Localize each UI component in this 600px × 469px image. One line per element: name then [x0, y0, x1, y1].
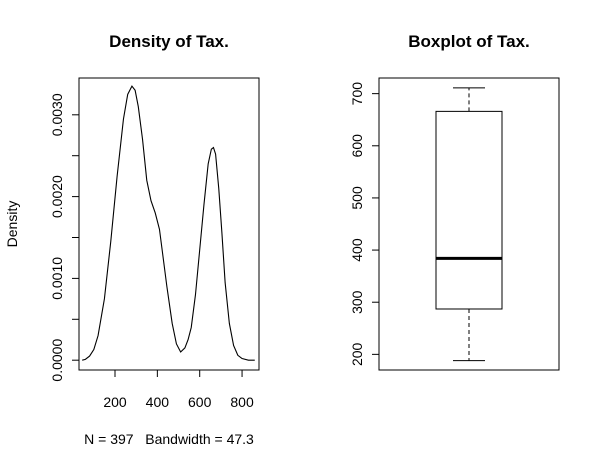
density-y-tick-label: 0.0020 — [49, 175, 65, 218]
density-x-tick-label: 800 — [230, 394, 254, 410]
interquartile-box — [435, 110, 503, 310]
density-x-tick-label: 200 — [103, 394, 127, 410]
boxplot-y-tick-label: 300 — [349, 290, 365, 314]
density-panel: Density of Tax. 200 400 600 800 0.0000 0.001… — [4, 32, 260, 447]
density-x-tick-label: 600 — [188, 394, 212, 410]
density-y-tick-label: 0.0030 — [49, 93, 65, 136]
boxplot-y-tick-label: 200 — [349, 342, 365, 366]
boxplot-panel: Boxplot of Tax. 200 300 400 500 600 700 — [349, 32, 560, 371]
density-curve — [82, 85, 255, 361]
boxplot-title: Boxplot of Tax. — [408, 32, 530, 51]
density-plot-frame — [78, 77, 260, 371]
density-x-tick-label: 400 — [146, 394, 170, 410]
density-xlabel: N = 397 Bandwidth = 47.3 — [84, 431, 254, 447]
density-y-tick-label: 0.0010 — [49, 257, 65, 300]
boxplot-y-axis: 200 300 400 500 600 700 — [349, 82, 380, 366]
boxplot-y-tick-label: 600 — [349, 134, 365, 158]
density-y-tick-label: 0.0000 — [49, 339, 65, 382]
density-title: Density of Tax. — [109, 32, 229, 51]
boxplot-y-tick-label: 400 — [349, 238, 365, 262]
boxplot-marks — [435, 87, 503, 362]
boxplot-y-tick-label: 700 — [349, 82, 365, 106]
boxplot-y-tick-label: 500 — [349, 186, 365, 210]
density-x-axis: 200 400 600 800 — [103, 369, 254, 410]
density-y-axis: 0.0000 0.0010 0.0020 0.0030 — [49, 93, 80, 382]
density-ylabel: Density — [4, 201, 20, 248]
